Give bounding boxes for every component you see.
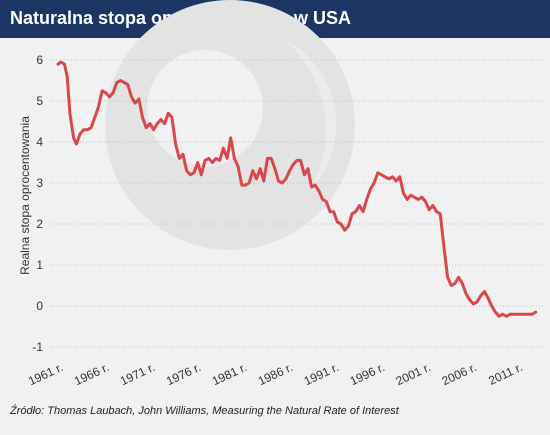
series-line-natural-rate (56, 60, 538, 318)
y-tick-label: 3 (36, 176, 43, 190)
x-tick-label: 1981 r. (210, 360, 249, 388)
x-tick-label: 1976 r. (164, 360, 203, 388)
x-tick-label: 1966 r. (72, 360, 111, 388)
y-tick-label: 4 (36, 135, 43, 149)
y-tick-label: 6 (36, 53, 43, 67)
y-tick-label: 2 (36, 217, 43, 231)
y-tick-label: 0 (36, 299, 43, 313)
x-tick-label: 2001 r. (394, 360, 433, 388)
y-tick-label: -1 (32, 340, 43, 354)
y-axis-label: Realna stopa oprocentowania (18, 116, 32, 275)
x-tick-label: 1996 r. (348, 360, 387, 388)
y-tick-label: 5 (36, 94, 43, 108)
x-tick-label: 1971 r. (118, 360, 157, 388)
x-tick-label: 1991 r. (302, 360, 341, 388)
y-tick-label: 1 (36, 258, 43, 272)
x-tick-label: 1961 r. (26, 360, 65, 388)
x-tick-label: 2006 r. (440, 360, 479, 388)
source-note: Źródło: Thomas Laubach, John Williams, M… (10, 405, 399, 417)
x-tick-label: 2011 r. (486, 360, 524, 388)
x-tick-label: 1986 r. (256, 360, 295, 388)
